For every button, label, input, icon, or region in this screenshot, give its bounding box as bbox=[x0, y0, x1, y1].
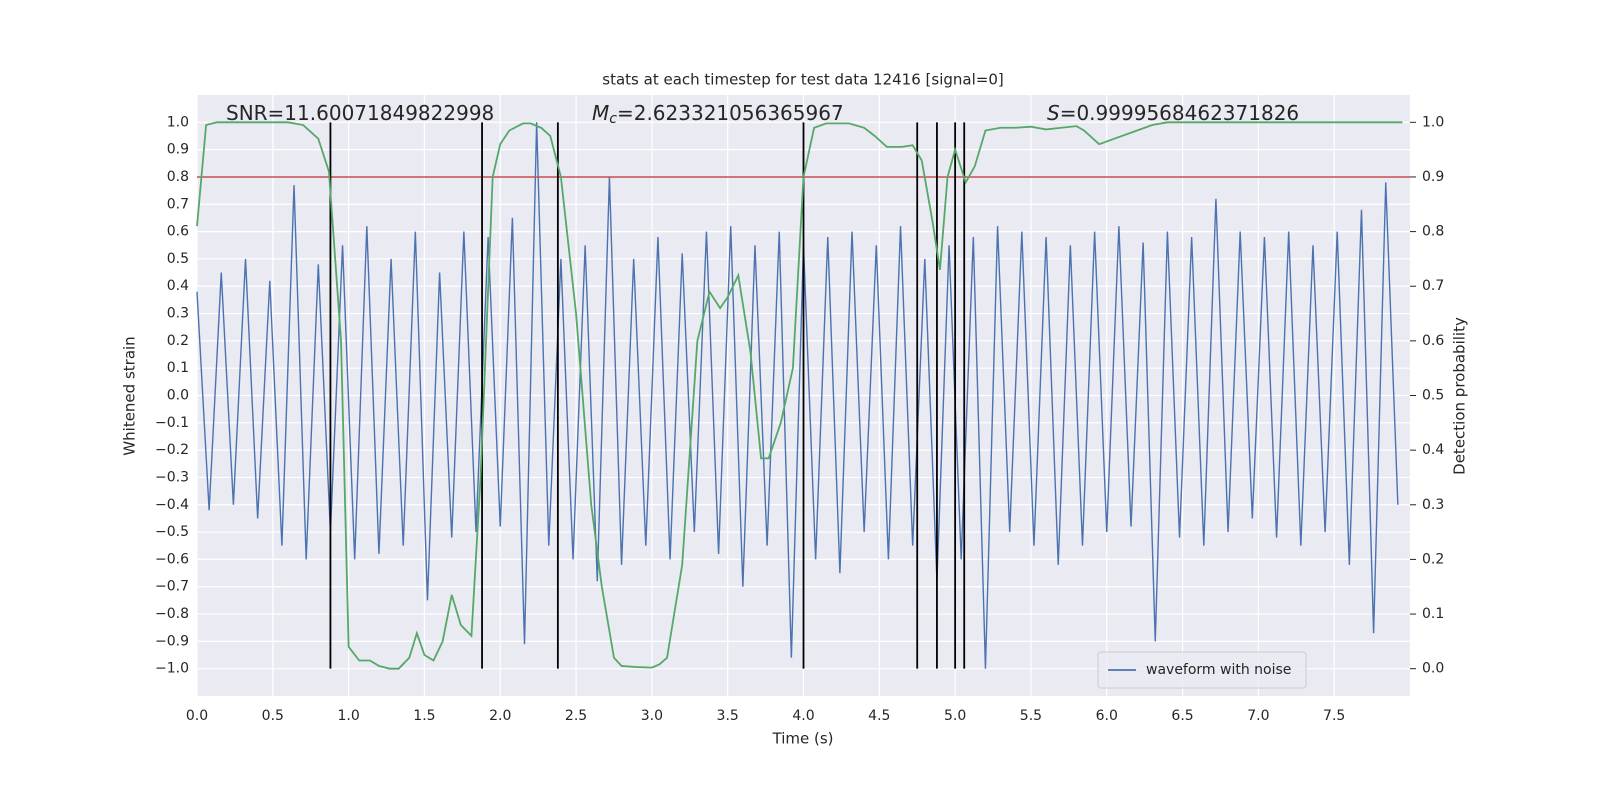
y-tick-label: 0.2 bbox=[167, 333, 189, 349]
x-tick-label: 0.0 bbox=[186, 708, 208, 724]
y-tick-label: 0.5 bbox=[167, 251, 189, 267]
y2-tick-label: 1.0 bbox=[1422, 114, 1444, 130]
x-tick-label: 3.0 bbox=[641, 708, 663, 724]
y2-tick-label: 0.8 bbox=[1422, 224, 1444, 240]
x-tick-label: 7.5 bbox=[1323, 708, 1345, 724]
annotation-symbol: M bbox=[592, 101, 609, 125]
annotation-text: =2.623321056365967 bbox=[617, 101, 844, 125]
x-tick-label: 1.0 bbox=[337, 708, 359, 724]
y2-tick-label: 0.7 bbox=[1422, 278, 1444, 294]
x-tick-label: 5.0 bbox=[944, 708, 966, 724]
y-tick-label: 0.0 bbox=[167, 388, 189, 404]
y-tick-label: −0.2 bbox=[155, 442, 189, 458]
y2-tick-label: 0.9 bbox=[1422, 169, 1444, 185]
annotation: SNR=11.60071849822998 bbox=[226, 101, 494, 125]
y-tick-label: −0.4 bbox=[155, 497, 189, 513]
y-tick-label: −0.8 bbox=[155, 606, 189, 622]
y-tick-label: 0.9 bbox=[167, 142, 189, 158]
y-tick-label: −0.5 bbox=[155, 524, 189, 540]
x-tick-label: 3.5 bbox=[717, 708, 739, 724]
y-tick-label: 0.4 bbox=[167, 278, 189, 294]
y-tick-label: 0.8 bbox=[167, 169, 189, 185]
x-tick-label: 7.0 bbox=[1247, 708, 1269, 724]
y-tick-label: 0.3 bbox=[167, 306, 189, 322]
y2-tick-label: 0.0 bbox=[1422, 661, 1444, 677]
y-tick-label: −1.0 bbox=[155, 661, 189, 677]
y-tick-label: −0.6 bbox=[155, 551, 189, 567]
y2-tick-label: 0.4 bbox=[1422, 442, 1444, 458]
series-line bbox=[196, 122, 1399, 669]
legend-label: waveform with noise bbox=[1146, 662, 1291, 678]
x-tick-label: 5.5 bbox=[1020, 708, 1042, 724]
y-tick-label: 0.7 bbox=[167, 196, 189, 212]
x-tick-label: 4.0 bbox=[792, 708, 814, 724]
annotation-subscript: c bbox=[609, 111, 617, 127]
y2-tick-label: 0.6 bbox=[1422, 333, 1444, 349]
y2-tick-label: 0.2 bbox=[1422, 551, 1444, 567]
y-tick-label: −0.1 bbox=[155, 415, 189, 431]
y-tick-label: −0.7 bbox=[155, 579, 189, 595]
legend-box bbox=[1097, 651, 1307, 689]
y-tick-label: 0.6 bbox=[167, 224, 189, 240]
y-tick-label: 0.1 bbox=[167, 360, 189, 376]
annotation: Mc=2.623321056365967 bbox=[592, 101, 844, 128]
y2-axis-label: Detection probability bbox=[1451, 317, 1469, 475]
annotation-text: SNR=11.60071849822998 bbox=[226, 101, 494, 125]
annotation: S=0.9999568462371826 bbox=[1047, 101, 1299, 125]
annotation-symbol: S bbox=[1047, 101, 1060, 125]
x-tick-label: 1.5 bbox=[413, 708, 435, 724]
annotation-text: =0.9999568462371826 bbox=[1060, 101, 1299, 125]
x-axis-label: Time (s) bbox=[772, 730, 834, 748]
x-tick-label: 2.0 bbox=[489, 708, 511, 724]
y-tick-label: 1.0 bbox=[167, 114, 189, 130]
x-tick-label: 4.5 bbox=[868, 708, 890, 724]
y-tick-label: −0.3 bbox=[155, 469, 189, 485]
series-line bbox=[196, 121, 1403, 670]
y2-tick-label: 0.5 bbox=[1422, 388, 1444, 404]
y2-tick-label: 0.1 bbox=[1422, 606, 1444, 622]
x-tick-label: 6.5 bbox=[1171, 708, 1193, 724]
x-tick-label: 2.5 bbox=[565, 708, 587, 724]
y-tick-label: −0.9 bbox=[155, 633, 189, 649]
chart-title: stats at each timestep for test data 124… bbox=[602, 71, 1003, 89]
y-axis-label: Whitened strain bbox=[121, 336, 139, 455]
y2-tick-label: 0.3 bbox=[1422, 497, 1444, 513]
x-tick-label: 6.0 bbox=[1096, 708, 1118, 724]
x-tick-label: 0.5 bbox=[262, 708, 284, 724]
